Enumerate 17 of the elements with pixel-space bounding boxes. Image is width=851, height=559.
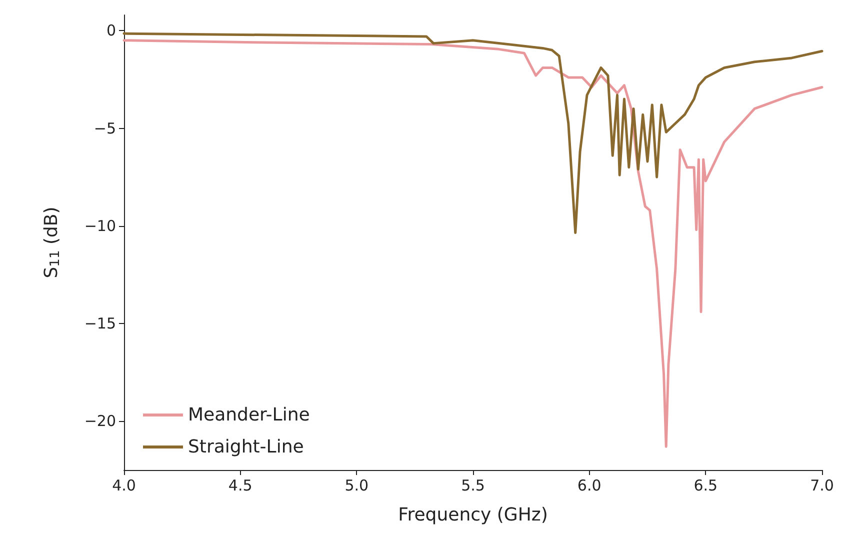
x-tick-label: 5.5: [461, 476, 485, 494]
x-tick-label: 4.0: [112, 476, 136, 494]
y-axis-title: S11 (dB): [41, 206, 63, 278]
x-tick-label: 6.0: [577, 476, 602, 494]
x-tick-label: 7.0: [810, 476, 834, 494]
x-tick-label: 5.0: [344, 476, 369, 494]
line-series: [122, 32, 824, 234]
x-axis-title: Frequency (GHz): [398, 504, 548, 526]
x-tick-label: 4.5: [228, 476, 252, 494]
y-tick-label: −10: [84, 216, 116, 235]
legend-label: Meander-Line: [188, 404, 310, 426]
y-tick-label: −5: [94, 119, 116, 138]
x-tick-label: 6.5: [694, 476, 718, 494]
y-tick-label: 0: [106, 22, 116, 40]
y-tick-label: −20: [84, 412, 116, 430]
legend-label: Straight-Line: [188, 436, 304, 458]
y-tick-label: −15: [84, 314, 116, 333]
